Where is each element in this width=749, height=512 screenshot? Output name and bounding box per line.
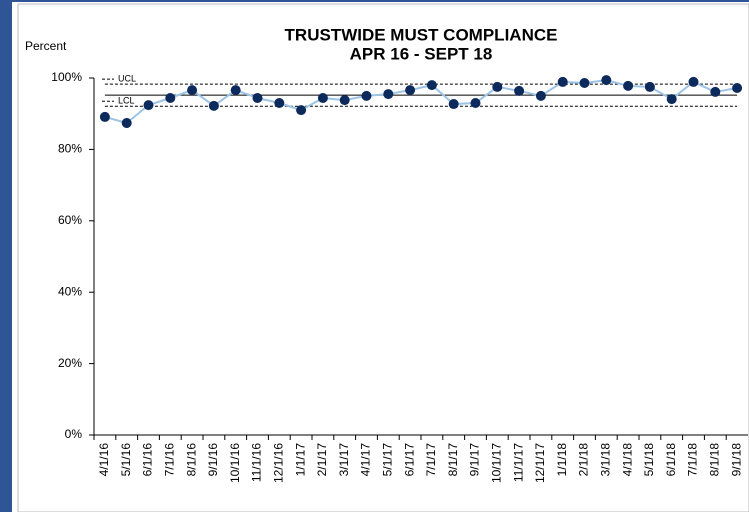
data-point — [230, 85, 241, 96]
chart-title: TRUSTWIDE MUST COMPLIANCE — [285, 25, 558, 44]
x-tick-label: 12/1/17 — [533, 443, 547, 483]
x-tick-label: 7/1/16 — [162, 443, 176, 477]
x-tick-label: 9/1/17 — [468, 443, 482, 477]
legend-label: UCL — [118, 73, 136, 83]
data-point — [732, 82, 743, 93]
data-point — [601, 75, 612, 86]
x-tick-label: 10/1/16 — [228, 443, 242, 483]
y-tick-label: 100% — [51, 70, 82, 84]
data-point — [448, 99, 459, 110]
data-point — [426, 80, 437, 91]
y-tick-label: 40% — [58, 284, 82, 298]
y-tick-label: 20% — [58, 356, 82, 370]
chart-subtitle: APR 16 - SEPT 18 — [350, 44, 493, 63]
data-point — [644, 81, 655, 92]
data-point — [710, 86, 721, 97]
x-tick-label: 8/1/16 — [184, 443, 198, 477]
data-point — [339, 95, 350, 106]
x-tick-label: 5/1/17 — [380, 443, 394, 477]
x-tick-label: 10/1/17 — [489, 443, 503, 483]
x-tick-label: 7/1/18 — [686, 443, 700, 477]
data-point — [317, 92, 328, 103]
data-point — [361, 90, 372, 101]
data-point — [274, 97, 285, 108]
y-tick-label: 0% — [65, 427, 83, 441]
x-tick-label: 5/1/18 — [642, 443, 656, 477]
y-tick-label: 80% — [58, 142, 82, 156]
x-tick-label: 1/1/17 — [293, 443, 307, 477]
x-tick-label: 4/1/17 — [359, 443, 373, 477]
data-point — [143, 100, 154, 111]
x-tick-label: 5/1/16 — [119, 443, 133, 477]
x-tick-label: 4/1/16 — [97, 443, 111, 477]
data-point — [557, 76, 568, 87]
data-point — [623, 80, 634, 91]
x-tick-label: 7/1/17 — [424, 443, 438, 477]
data-point — [688, 76, 699, 87]
window-border — [0, 0, 12, 512]
data-point — [579, 77, 590, 88]
x-tick-label: 6/1/17 — [402, 443, 416, 477]
y-axis-label: Percent — [25, 39, 67, 53]
data-point — [535, 90, 546, 101]
x-tick-label: 6/1/16 — [141, 443, 155, 477]
x-tick-label: 2/1/18 — [577, 443, 591, 477]
x-tick-label: 3/1/18 — [598, 443, 612, 477]
data-point — [121, 117, 132, 128]
x-tick-label: 3/1/17 — [337, 443, 351, 477]
data-point — [252, 92, 263, 103]
data-point — [187, 85, 198, 96]
x-tick-label: 8/1/17 — [446, 443, 460, 477]
data-point — [99, 111, 110, 122]
x-tick-label: 12/1/16 — [271, 443, 285, 483]
x-tick-label: 2/1/17 — [315, 443, 329, 477]
data-point — [165, 92, 176, 103]
y-tick-label: 60% — [58, 213, 82, 227]
data-point — [405, 85, 416, 96]
legend-label: LCL — [118, 96, 135, 106]
data-point — [492, 81, 503, 92]
x-tick-label: 11/1/17 — [511, 443, 525, 482]
x-tick-label: 1/1/18 — [555, 443, 569, 477]
x-tick-label: 6/1/18 — [664, 443, 678, 477]
data-point — [514, 85, 525, 96]
x-tick-label: 9/1/18 — [729, 443, 743, 477]
data-point — [383, 89, 394, 100]
window-border-top — [12, 0, 749, 2]
x-tick-label: 8/1/18 — [707, 443, 721, 477]
data-point — [666, 94, 677, 105]
x-tick-label: 9/1/16 — [206, 443, 220, 477]
x-tick-label: 11/1/16 — [250, 443, 264, 482]
data-point — [470, 97, 481, 108]
x-tick-label: 4/1/18 — [620, 443, 634, 477]
data-point — [208, 100, 219, 111]
data-point — [296, 105, 307, 116]
